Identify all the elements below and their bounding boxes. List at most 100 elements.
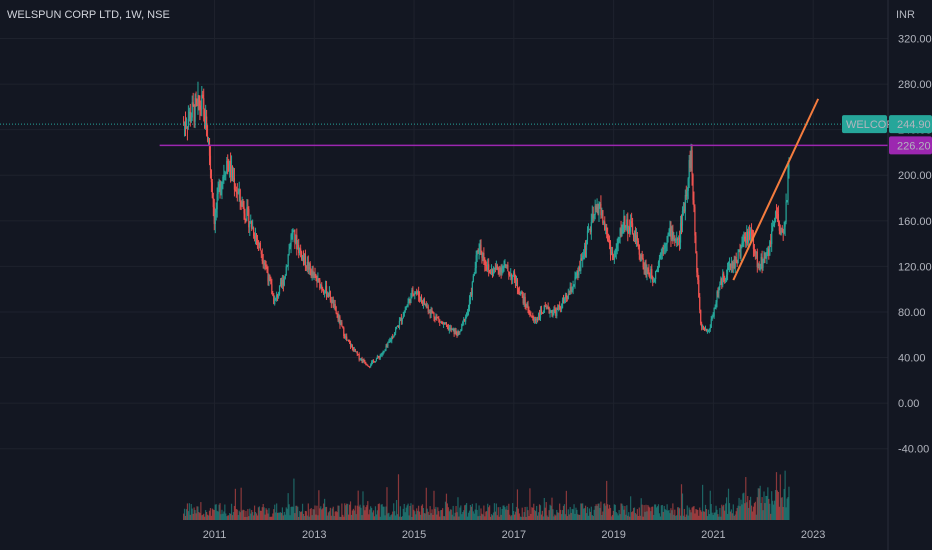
candle-body xyxy=(661,247,663,254)
volume-bar xyxy=(573,504,575,520)
volume-bar xyxy=(622,505,624,520)
volume-bar xyxy=(654,504,656,520)
candle-body xyxy=(740,246,742,257)
candle-body xyxy=(714,307,716,309)
volume-bar xyxy=(786,498,788,520)
volume-bar xyxy=(677,507,679,520)
volume-bar xyxy=(640,498,642,520)
y-tick-label: 280.00 xyxy=(898,79,932,91)
candle-body xyxy=(743,236,745,242)
candle-body xyxy=(512,275,514,280)
volume-bar xyxy=(247,509,249,520)
volume-bar xyxy=(233,505,236,520)
volume-bar xyxy=(432,514,434,520)
volume-bar xyxy=(658,513,661,520)
candle-body xyxy=(657,261,660,268)
candle-body xyxy=(371,360,374,363)
candle-body xyxy=(667,233,669,237)
volume-bar xyxy=(295,505,297,520)
candle-body xyxy=(221,181,223,189)
volume-bar xyxy=(371,507,373,520)
volume-bar xyxy=(240,487,242,520)
candle-body xyxy=(404,309,406,312)
candle-body xyxy=(677,238,679,240)
candle-body xyxy=(264,262,266,265)
candle-body xyxy=(400,318,402,322)
chart-title: WELSPUN CORP LTD, 1W, NSE xyxy=(7,9,170,21)
candle-body xyxy=(366,364,368,366)
volume-bar xyxy=(665,510,667,520)
volume-bar xyxy=(330,515,332,520)
volume-bar xyxy=(661,504,663,520)
volume-bar xyxy=(392,511,394,520)
volume-bar xyxy=(736,507,738,520)
candle-body xyxy=(222,176,224,182)
candle-body xyxy=(722,273,724,286)
candle-body xyxy=(613,256,615,260)
volume-bar xyxy=(331,508,333,520)
candle-body xyxy=(288,248,290,255)
candle-body xyxy=(354,349,356,352)
candle-body xyxy=(209,155,212,171)
volume-bar xyxy=(606,480,608,520)
candle-body xyxy=(236,191,238,194)
volume-bar xyxy=(682,515,685,520)
volume-bar xyxy=(526,506,528,520)
volume-bar xyxy=(494,511,496,520)
volume-bar xyxy=(746,502,748,520)
volume-bar xyxy=(208,510,211,520)
trend-line[interactable] xyxy=(732,98,820,281)
candle-body xyxy=(281,279,284,285)
candle-body xyxy=(348,341,351,344)
volume-bar xyxy=(726,513,729,520)
candle-body xyxy=(393,335,395,338)
candle-body xyxy=(447,325,449,331)
volume-bar xyxy=(395,499,398,520)
volume-bar xyxy=(717,514,719,520)
candle-body xyxy=(428,311,430,313)
candle-body xyxy=(445,323,448,326)
volume-bar xyxy=(403,503,405,520)
time-axis[interactable]: 2011 2013 2015 2017 2019 2021 2023 xyxy=(203,529,826,541)
volume-bar xyxy=(602,511,604,520)
candle-body xyxy=(777,214,780,223)
current-price-tag xyxy=(889,115,932,134)
candle-body xyxy=(691,150,693,175)
volume-bar xyxy=(345,505,347,520)
volume-bar xyxy=(560,514,563,520)
price-axis[interactable]: 320.00280.00240.00200.00160.00120.0080.0… xyxy=(898,33,932,455)
volume-bar xyxy=(689,509,691,520)
volume-bar xyxy=(243,510,245,520)
candle-body xyxy=(262,261,264,263)
candle-body xyxy=(290,234,292,247)
volume-bar xyxy=(282,515,284,520)
candle-body xyxy=(759,269,761,271)
candle-body xyxy=(205,116,207,128)
candle-body xyxy=(573,284,575,287)
candle-body xyxy=(671,230,673,240)
candle-body xyxy=(704,328,707,330)
candle-body xyxy=(666,236,668,245)
candle-body xyxy=(415,292,417,294)
candle-body xyxy=(394,332,396,336)
candle-body xyxy=(256,238,259,242)
candle-body xyxy=(380,354,382,356)
candle-body xyxy=(583,255,585,257)
candle-body xyxy=(481,252,483,258)
candle-body xyxy=(304,253,307,267)
volume-bar xyxy=(560,509,562,520)
volume-bar xyxy=(354,505,356,520)
volume-bar xyxy=(198,511,200,520)
candle-body xyxy=(505,264,507,266)
candle-body xyxy=(534,319,536,321)
volume-bar xyxy=(374,506,377,520)
volume-bar xyxy=(660,505,662,520)
volume-bar xyxy=(384,515,386,520)
candle-body xyxy=(565,294,567,298)
candle-body xyxy=(249,223,251,228)
candle-body xyxy=(511,274,513,280)
volume-bar xyxy=(420,505,423,520)
candle-body xyxy=(391,336,393,341)
volume-bar xyxy=(183,508,186,520)
